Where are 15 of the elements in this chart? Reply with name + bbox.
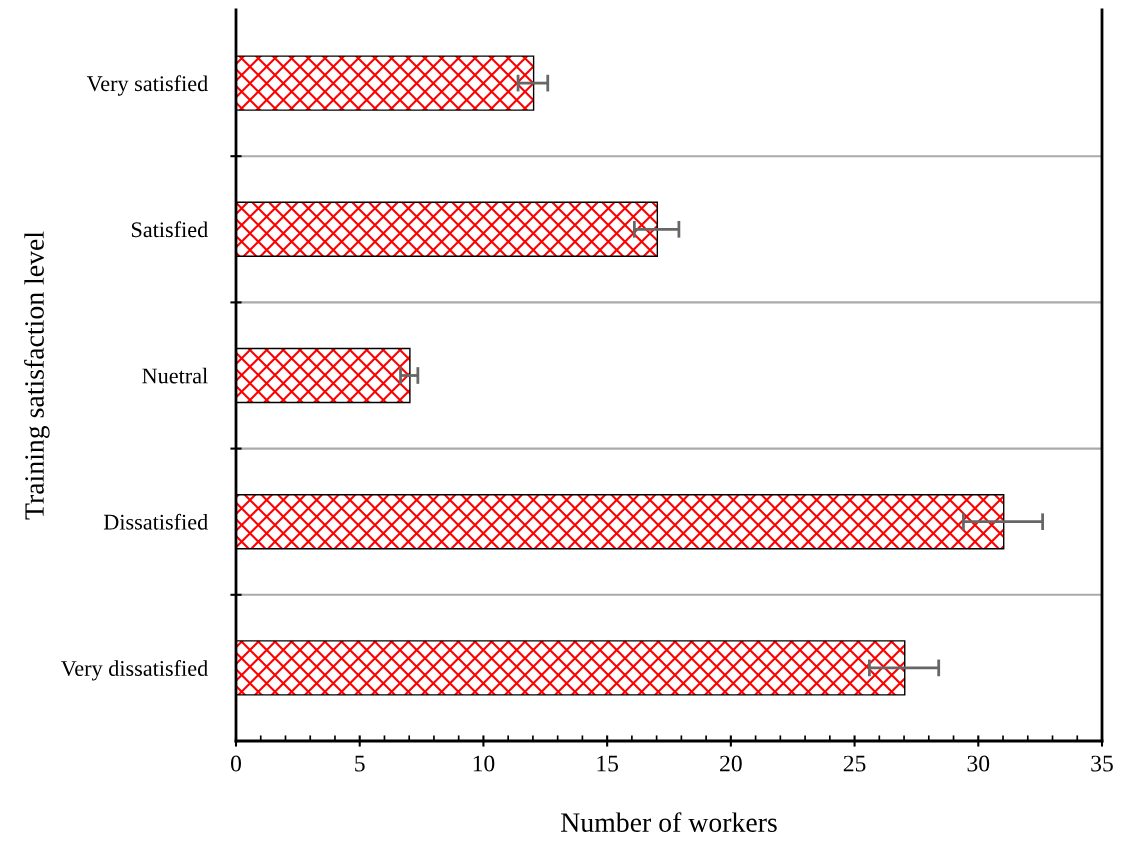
x-tick-label: 25: [843, 755, 866, 772]
y-tick-label: Nuetral: [142, 367, 208, 384]
y-tick-label: Very dissatisfied: [60, 660, 208, 681]
x-axis-title: Number of workers: [561, 812, 777, 832]
x-tick-label: 30: [967, 755, 990, 772]
x-tick-label: 0: [231, 755, 241, 772]
y-tick-label: Satisfied: [131, 221, 208, 238]
y-axis-title: Training satisfaction level: [24, 231, 50, 520]
y-tick-label: Very satisfied: [86, 75, 208, 96]
x-tick-label: 10: [473, 755, 495, 772]
x-tick-label: 35: [1091, 755, 1113, 772]
x-tick-label: 5: [355, 755, 365, 772]
y-tick-label: Dissatisfied: [103, 513, 208, 530]
x-tick-label: 15: [597, 755, 619, 772]
x-tick-label: 20: [720, 755, 742, 772]
